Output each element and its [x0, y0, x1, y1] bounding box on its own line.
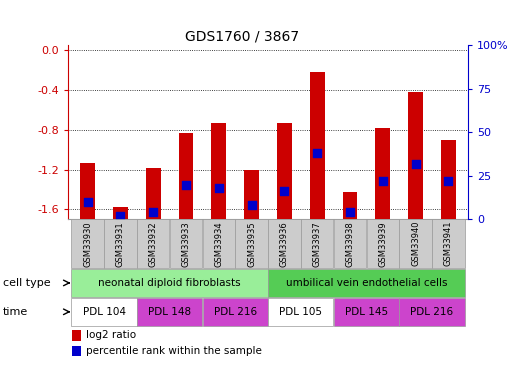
Text: GSM33939: GSM33939 — [378, 221, 388, 267]
Text: PDL 216: PDL 216 — [214, 307, 257, 317]
Bar — [268, 219, 301, 268]
Text: GSM33935: GSM33935 — [247, 221, 256, 267]
Point — [313, 150, 322, 156]
Bar — [367, 219, 399, 268]
Text: GSM33938: GSM33938 — [346, 221, 355, 267]
Bar — [376, 128, 390, 219]
Bar — [72, 269, 268, 297]
Text: PDL 148: PDL 148 — [148, 307, 191, 317]
Text: PDL 145: PDL 145 — [345, 307, 388, 317]
Text: neonatal diploid fibroblasts: neonatal diploid fibroblasts — [98, 278, 241, 288]
Bar — [113, 207, 128, 219]
Bar — [408, 92, 423, 219]
Text: GSM33941: GSM33941 — [444, 221, 453, 267]
Bar — [72, 219, 104, 268]
Text: GSM33933: GSM33933 — [181, 221, 190, 267]
Bar — [334, 219, 366, 268]
Point — [116, 213, 124, 219]
Bar — [235, 219, 268, 268]
Bar — [104, 219, 137, 268]
Bar — [202, 298, 268, 326]
Bar — [179, 133, 194, 219]
Bar — [137, 219, 169, 268]
Text: PDL 104: PDL 104 — [83, 307, 126, 317]
Bar — [301, 219, 334, 268]
Bar — [334, 298, 399, 326]
Bar — [432, 219, 464, 268]
Point — [280, 189, 289, 195]
Text: time: time — [3, 307, 28, 317]
Point — [149, 209, 157, 215]
Bar — [170, 219, 202, 268]
Point — [346, 209, 354, 215]
Text: cell type: cell type — [3, 278, 50, 288]
Bar — [400, 219, 432, 268]
Bar — [81, 163, 95, 219]
Text: GSM33937: GSM33937 — [313, 221, 322, 267]
Point — [412, 160, 420, 166]
Text: PDL 105: PDL 105 — [279, 307, 322, 317]
Text: umbilical vein endothelial cells: umbilical vein endothelial cells — [286, 278, 447, 288]
Bar — [202, 219, 235, 268]
Bar — [268, 298, 334, 326]
Bar — [137, 298, 202, 326]
Text: GDS1760 / 3867: GDS1760 / 3867 — [185, 29, 299, 43]
Bar — [72, 298, 137, 326]
Bar — [400, 298, 464, 326]
Text: GSM33936: GSM33936 — [280, 221, 289, 267]
Point — [182, 182, 190, 188]
Point — [444, 178, 452, 184]
Bar — [343, 192, 357, 219]
Text: GSM33931: GSM33931 — [116, 221, 125, 267]
Point — [379, 178, 387, 184]
Text: GSM33932: GSM33932 — [149, 221, 158, 267]
Text: PDL 216: PDL 216 — [411, 307, 453, 317]
Bar — [310, 72, 325, 219]
Text: GSM33934: GSM33934 — [214, 221, 223, 267]
Text: GSM33930: GSM33930 — [83, 221, 92, 267]
Bar — [277, 123, 292, 219]
Text: GSM33940: GSM33940 — [411, 221, 420, 267]
Bar — [441, 140, 456, 219]
Bar — [244, 170, 259, 219]
Bar — [146, 168, 161, 219]
Point — [247, 202, 256, 208]
Bar — [211, 123, 226, 219]
Bar — [268, 269, 464, 297]
Text: log2 ratio: log2 ratio — [86, 330, 136, 340]
Point — [84, 199, 92, 205]
Bar — [72, 330, 81, 341]
Text: percentile rank within the sample: percentile rank within the sample — [86, 346, 262, 356]
Bar — [72, 345, 81, 356]
Point — [214, 185, 223, 191]
